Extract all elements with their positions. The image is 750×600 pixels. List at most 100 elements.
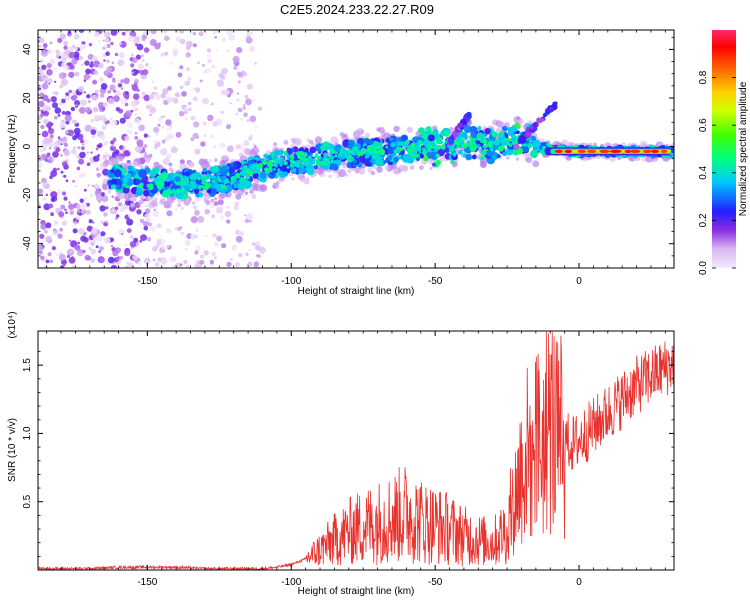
spectrum-noise-blob bbox=[131, 71, 134, 74]
spectrum-noise-blob bbox=[165, 119, 172, 126]
spectrum-ridge-blob bbox=[472, 154, 477, 160]
spectrum-noise-blob bbox=[218, 72, 224, 79]
spectrum-noise-blob bbox=[178, 110, 185, 117]
spectrum-noise-blob bbox=[134, 145, 142, 153]
spectrum-noise-blob bbox=[221, 67, 229, 75]
spectrum-noise-blob bbox=[76, 216, 80, 221]
spectrum-noise-blob bbox=[112, 144, 116, 148]
spectrum-core-blob bbox=[539, 150, 543, 154]
spectrum-noise-blob bbox=[169, 61, 173, 66]
spectrum-haze-blob bbox=[330, 136, 339, 144]
spectrum-noise-blob bbox=[214, 36, 217, 39]
spectrum-noise-blob bbox=[56, 139, 63, 145]
spectrum-noise-blob bbox=[50, 212, 54, 217]
spectrum-noise-blob bbox=[72, 135, 78, 141]
spectrum-noise-blob bbox=[72, 179, 76, 183]
spectrum-noise-blob bbox=[45, 222, 52, 229]
spectrum-noise-blob bbox=[134, 36, 139, 41]
spectrum-noise-blob bbox=[248, 219, 252, 223]
spectrum-core-blob bbox=[197, 177, 201, 181]
spectrum-noise-blob bbox=[84, 254, 91, 261]
spectrum-ridge-blob bbox=[480, 156, 485, 161]
spectrum-core-blob bbox=[329, 155, 335, 160]
spectrum-noise-blob bbox=[130, 202, 135, 208]
spectrum-core-blob bbox=[286, 165, 290, 169]
spectrum-core-blob bbox=[189, 188, 193, 192]
spectrum-core-blob bbox=[279, 163, 283, 167]
spectrum-noise-blob bbox=[179, 65, 184, 70]
spectrum-noise-blob bbox=[89, 75, 92, 78]
spectrum-core-blob bbox=[494, 140, 500, 146]
spectrum-ridge-blob bbox=[211, 188, 217, 195]
spectrum-noise-blob bbox=[199, 79, 203, 83]
spectrum-streak-blob bbox=[518, 135, 525, 142]
spectrum-noise-blob bbox=[96, 93, 99, 96]
spectrum-noise-blob bbox=[60, 170, 64, 174]
spectrum-noise-blob bbox=[136, 88, 140, 92]
spectrum-ridge-blob bbox=[429, 151, 438, 160]
spectrum-haze-blob bbox=[220, 155, 228, 162]
spectrum-core-blob bbox=[211, 179, 216, 183]
spectrum-noise-blob bbox=[179, 85, 184, 90]
spectrum-noise-blob bbox=[60, 204, 66, 210]
spectrum-noise-blob bbox=[153, 208, 156, 211]
spectrum-noise-blob bbox=[162, 158, 170, 166]
spectrum-core-blob bbox=[359, 151, 364, 156]
spectrum-noise-blob bbox=[224, 210, 231, 218]
spectrum-noise-blob bbox=[134, 131, 138, 135]
spectrum-ridge-blob bbox=[307, 168, 315, 176]
spectrum-noise-blob bbox=[78, 106, 86, 114]
spectrum-noise-blob bbox=[95, 194, 103, 202]
spectrum-ridge-blob bbox=[469, 125, 478, 134]
spectrum-noise-blob bbox=[129, 240, 137, 248]
spectrum-noise-blob bbox=[50, 122, 54, 126]
spectrum-noise-blob bbox=[179, 30, 185, 34]
spectrum-ridge-blob bbox=[291, 168, 297, 173]
spectrum-noise-blob bbox=[153, 139, 158, 144]
spectrum-noise-blob bbox=[236, 92, 240, 95]
spectrum-noise-blob bbox=[258, 246, 266, 254]
spectrum-noise-blob bbox=[86, 162, 91, 166]
spectrum-noise-blob bbox=[71, 97, 76, 101]
spectrum-noise-blob bbox=[162, 88, 169, 95]
spectrum-noise-blob bbox=[119, 117, 126, 124]
spectrum-core-blob bbox=[443, 142, 447, 146]
spectrum-noise-blob bbox=[107, 256, 115, 264]
spectrum-noise-blob bbox=[190, 216, 198, 224]
spectrum-noise-blob bbox=[90, 61, 94, 64]
spectrum-noise-blob bbox=[49, 259, 54, 264]
spectrum-noise-blob bbox=[243, 72, 248, 77]
spectrum-core-blob bbox=[455, 141, 459, 146]
spectrum-streak-blob bbox=[542, 112, 548, 118]
spectrum-ridge-blob bbox=[135, 179, 140, 184]
spectrum-ridge-blob bbox=[324, 146, 329, 151]
spectrum-noise-blob bbox=[68, 71, 75, 78]
spectrum-ridge-blob bbox=[237, 181, 246, 191]
spectrum-noise-blob bbox=[118, 229, 126, 236]
spectrum-noise-blob bbox=[85, 68, 91, 75]
spectrum-core-blob bbox=[156, 181, 162, 187]
spectrum-noise-blob bbox=[167, 85, 172, 91]
spectrum-noise-blob bbox=[57, 188, 63, 194]
spectrum-ridge-blob bbox=[170, 193, 174, 198]
spectrum-ridge-blob bbox=[465, 153, 472, 161]
spectrum-noise-blob bbox=[214, 241, 217, 243]
colorbar-gradient bbox=[712, 30, 736, 268]
spectrum-noise-blob bbox=[185, 52, 191, 58]
spectrum-noise-blob bbox=[255, 241, 261, 247]
spectrum-core-blob bbox=[376, 145, 381, 150]
spectrum-core-blob bbox=[296, 152, 301, 157]
spectrum-haze-blob bbox=[243, 147, 251, 155]
spectrum-core-blob bbox=[289, 162, 295, 168]
spectrum-ridge-blob bbox=[425, 126, 432, 133]
spectrum-noise-blob bbox=[80, 139, 84, 144]
spectrum-noise-blob bbox=[83, 188, 87, 192]
spectrum-noise-blob bbox=[115, 216, 119, 220]
spectrum-noise-blob bbox=[143, 225, 149, 231]
spectrum-haze-blob bbox=[102, 160, 109, 168]
spectrum-noise-blob bbox=[185, 264, 190, 268]
spectrum-noise-blob bbox=[76, 249, 84, 257]
spectrum-noise-blob bbox=[105, 51, 110, 56]
spectrum-noise-blob bbox=[207, 114, 214, 122]
spectrum-noise-blob bbox=[52, 91, 55, 95]
